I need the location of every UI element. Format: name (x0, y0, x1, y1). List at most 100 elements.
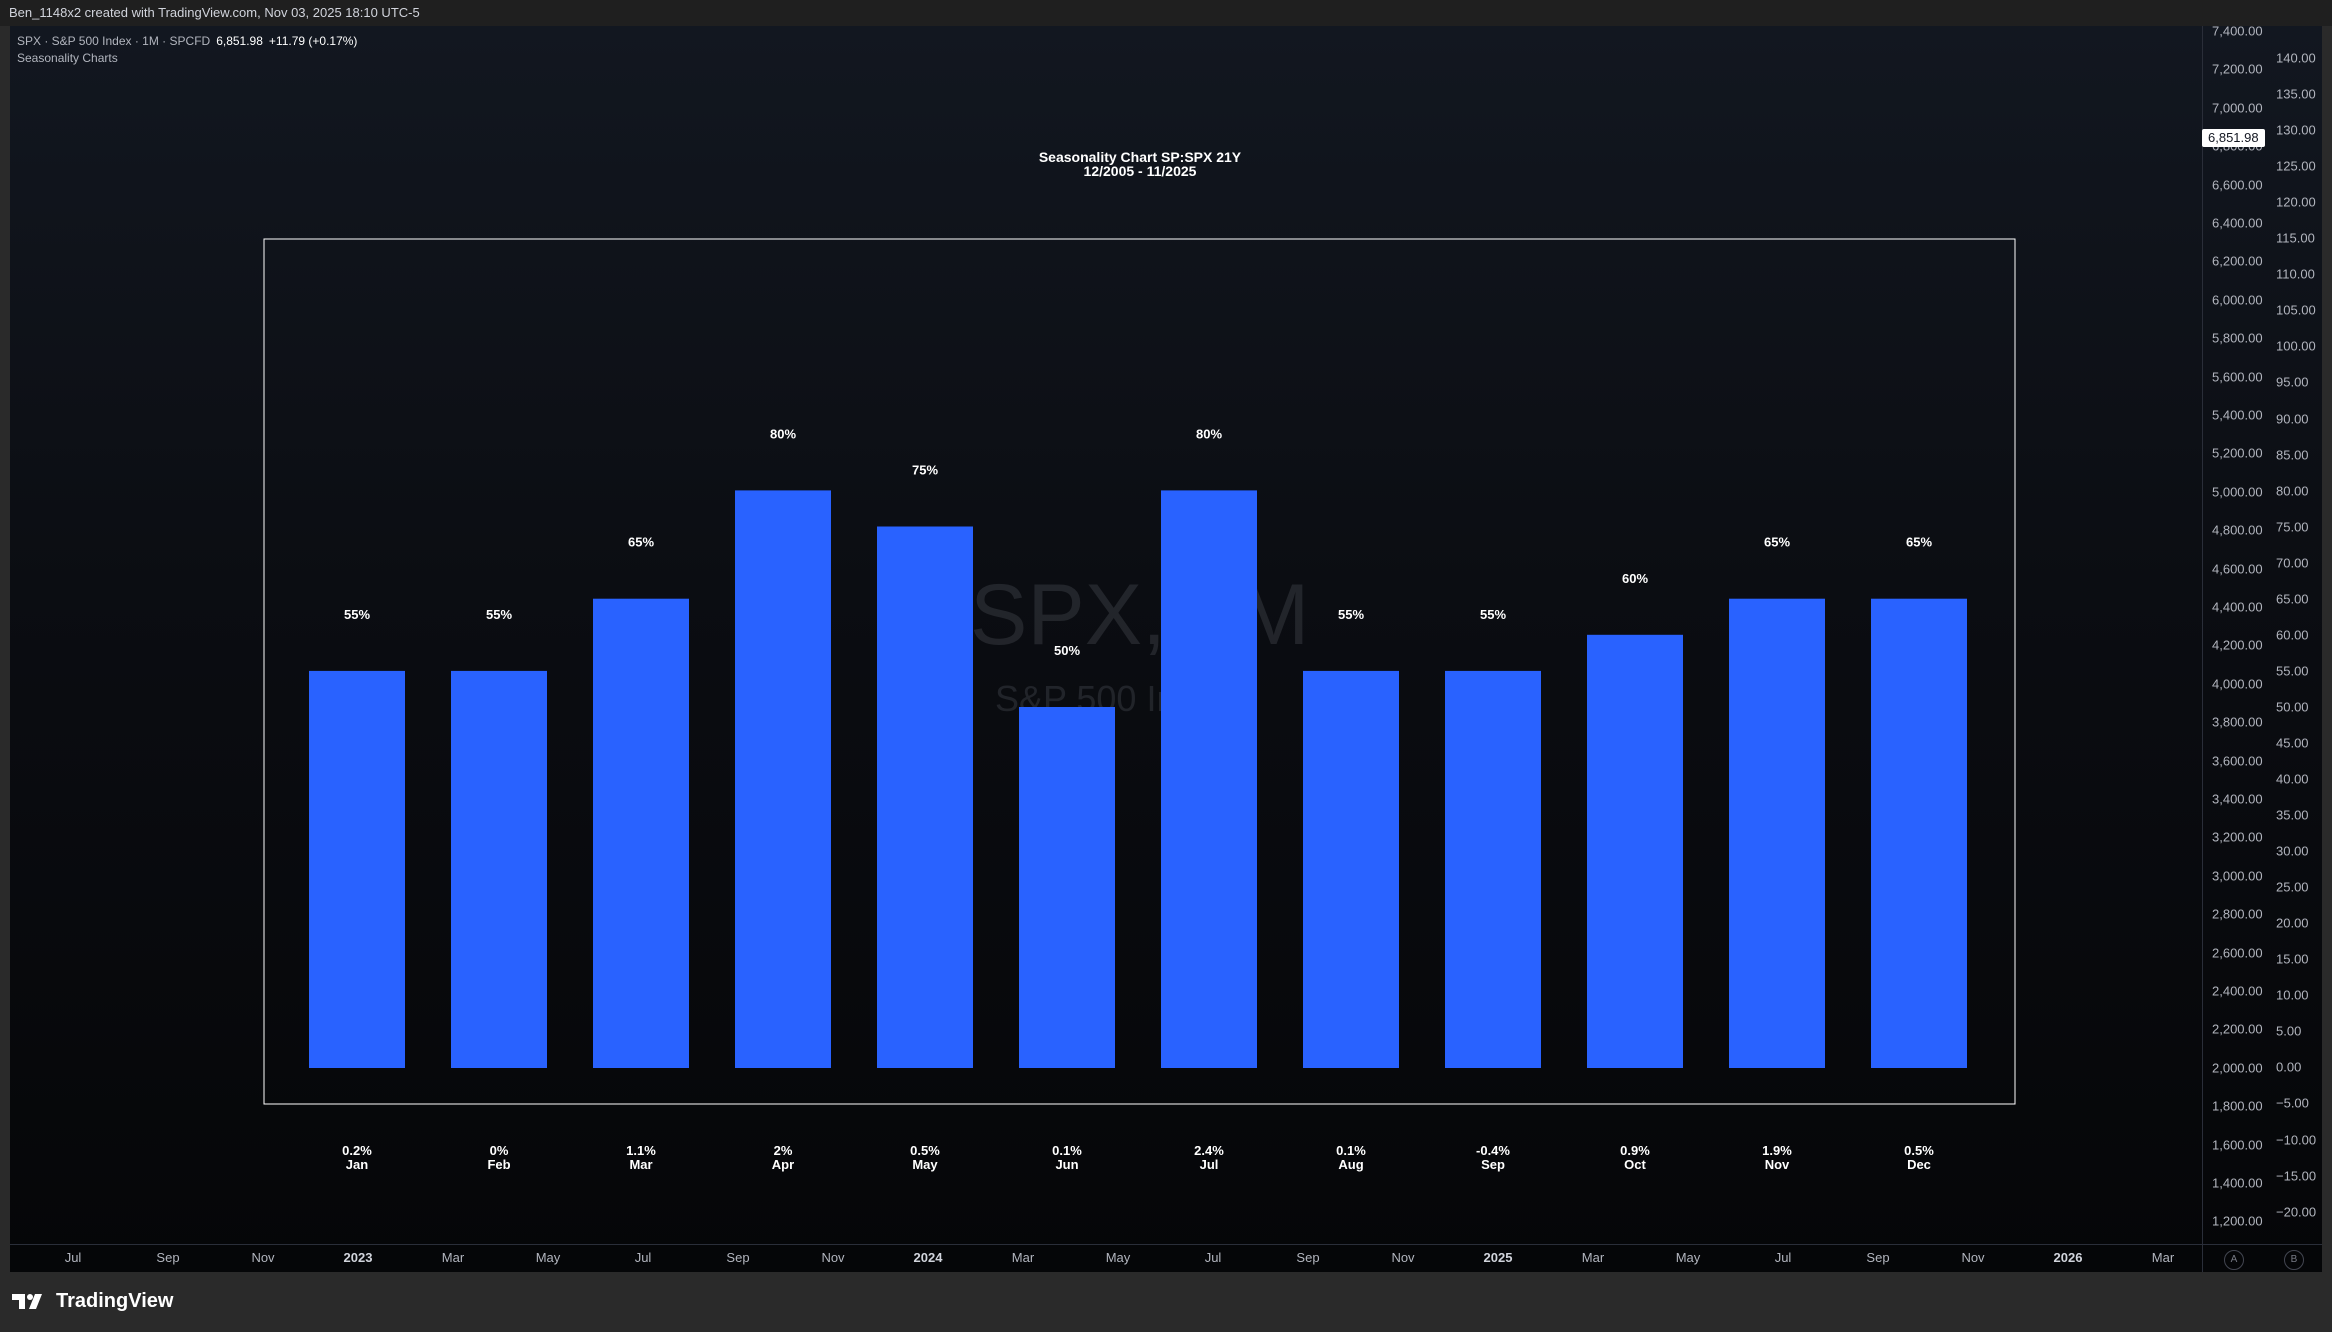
price-tick: 2,400.00 (2212, 983, 2263, 999)
month-label: Oct (1624, 1157, 1646, 1172)
indicator-tick: −15.00 (2276, 1168, 2317, 1184)
bar-aug (1303, 670, 1399, 1068)
chart-title-text: Seasonality Chart SP:SPX 21Y (1038, 149, 1242, 165)
time-tick: Nov (821, 1250, 845, 1265)
time-tick: 2024 (913, 1250, 943, 1265)
indicator-tick: 85.00 (2276, 447, 2309, 463)
bar-value-label: 80% (770, 426, 796, 441)
avg-return-label: 0.1% (1052, 1143, 1082, 1158)
month-label: May (912, 1157, 938, 1172)
indicator-tick: 125.00 (2276, 158, 2316, 174)
price-tick: 2,000.00 (2212, 1060, 2263, 1076)
price-tick: 4,800.00 (2212, 522, 2263, 538)
indicator-tick: 140.00 (2276, 50, 2316, 66)
price-tick: 5,600.00 (2212, 369, 2263, 385)
attribution-text: Ben_1148x2 created with TradingView.com,… (9, 5, 420, 20)
price-tick: 1,400.00 (2212, 1175, 2263, 1191)
bar-sep (1445, 670, 1541, 1068)
bar-oct (1587, 634, 1683, 1068)
legend-price: 6,851.98 (216, 34, 263, 48)
time-tick: Mar (2151, 1250, 2175, 1265)
indicator-tick: −20.00 (2276, 1204, 2317, 1220)
seasonality-frame (263, 238, 2016, 1105)
bar-jul (1161, 490, 1257, 1068)
indicator-tick: 0.00 (2276, 1059, 2302, 1075)
legend-indicator[interactable]: Seasonality Charts (17, 51, 118, 65)
log-scale-button[interactable]: B (2284, 1250, 2304, 1270)
time-tick: Jul (64, 1250, 82, 1265)
indicator-tick: 25.00 (2276, 879, 2309, 895)
time-tick: 2025 (1483, 1250, 1513, 1265)
indicator-tick: 40.00 (2276, 771, 2309, 787)
indicator-tick: 115.00 (2276, 230, 2315, 246)
time-tick: 2023 (343, 1250, 373, 1265)
price-tick: 5,200.00 (2212, 445, 2263, 461)
time-tick: Sep (1866, 1250, 1890, 1265)
bar-value-label: 65% (1764, 535, 1790, 550)
price-scale-divider (2202, 26, 2203, 1272)
avg-return-label: 1.9% (1762, 1143, 1792, 1158)
logo-text: TradingView (56, 1289, 174, 1312)
month-label: Dec (1907, 1157, 1931, 1172)
price-tick: 7,200.00 (2212, 61, 2263, 77)
attribution-bar: Ben_1148x2 created with TradingView.com,… (0, 0, 2332, 26)
indicator-tick: 70.00 (2276, 555, 2309, 571)
chart-subtitle-text: 12/2005 - 11/2025 (1083, 163, 1197, 179)
time-tick: Jul (1204, 1250, 1222, 1265)
time-tick: Mar (1011, 1250, 1035, 1265)
bar-dec (1871, 598, 1967, 1068)
price-tick: 3,000.00 (2212, 868, 2263, 884)
bar-value-label: 55% (344, 607, 370, 622)
indicator-scale[interactable]: 140.00 135.00 130.00 125.00 120.00 115.00 110.… (2276, 26, 2326, 1244)
current-price-label: 6,851.98 (2202, 129, 2265, 147)
price-tick: 6,200.00 (2212, 253, 2263, 269)
time-tick: May (1675, 1250, 1701, 1265)
price-tick: 7,400.00 (2212, 23, 2263, 39)
time-tick: Nov (251, 1250, 275, 1265)
price-tick: 1,600.00 (2212, 1137, 2263, 1153)
legend-change: +11.79 (+0.17%) (268, 34, 358, 48)
price-tick: 1,200.00 (2212, 1213, 2263, 1229)
time-tick: Mar (1581, 1250, 1605, 1265)
indicator-tick: 30.00 (2276, 843, 2309, 859)
avg-return-label: 0.5% (1904, 1143, 1934, 1158)
indicator-tick: 50.00 (2276, 699, 2309, 715)
indicator-tick: 10.00 (2276, 987, 2309, 1003)
tradingview-logo[interactable]: TradingView (12, 1286, 173, 1316)
indicator-tick: 15.00 (2276, 951, 2309, 967)
bar-value-label: 80% (1196, 426, 1222, 441)
month-label: Sep (1481, 1157, 1505, 1172)
bar-jan (309, 670, 405, 1068)
seasonality-title: Seasonality Chart SP:SPX 21Y 12/2005 - 1… (900, 150, 1380, 178)
avg-return-label: 0.5% (910, 1143, 940, 1158)
avg-return-label: 2% (774, 1143, 793, 1158)
price-scale[interactable]: 7,400.007,200.007,000.006,800.006,600.00… (2212, 23, 2272, 1244)
avg-return-label: 0.2% (342, 1143, 372, 1158)
auto-scale-button[interactable]: A (2224, 1250, 2244, 1270)
avg-return-label: 0.1% (1336, 1143, 1366, 1158)
indicator-tick: 80.00 (2276, 483, 2309, 499)
price-tick: 4,400.00 (2212, 599, 2263, 615)
tradingview-logo-icon (12, 1294, 42, 1309)
bar-value-label: 50% (1054, 643, 1080, 658)
time-scale[interactable]: Jul Sep Nov 2023 Mar May Jul Sep Nov 2024 Mar May Ju… (10, 1244, 2202, 1272)
price-tick: 2,600.00 (2212, 945, 2263, 961)
time-tick: Mar (441, 1250, 465, 1265)
legend-symbol[interactable]: SPX · S&P 500 Index · 1M · SPCFD (17, 34, 211, 48)
time-tick: 2026 (2053, 1250, 2083, 1265)
avg-return-label: 2.4% (1194, 1143, 1224, 1158)
bar-may (877, 526, 973, 1068)
price-tick: 4,200.00 (2212, 637, 2263, 653)
price-tick: 4,600.00 (2212, 561, 2263, 577)
avg-return-label: -0.4% (1476, 1143, 1510, 1158)
time-tick: Nov (1961, 1250, 1985, 1265)
price-tick: 3,200.00 (2212, 829, 2263, 845)
indicator-tick: 135.00 (2276, 86, 2316, 102)
bar-value-label: 55% (486, 607, 512, 622)
indicator-tick: 65.00 (2276, 591, 2309, 607)
bar-feb (451, 670, 547, 1068)
price-tick: 7,000.00 (2212, 100, 2263, 116)
indicator-tick: 55.00 (2276, 663, 2309, 679)
bar-nov (1729, 598, 1825, 1068)
